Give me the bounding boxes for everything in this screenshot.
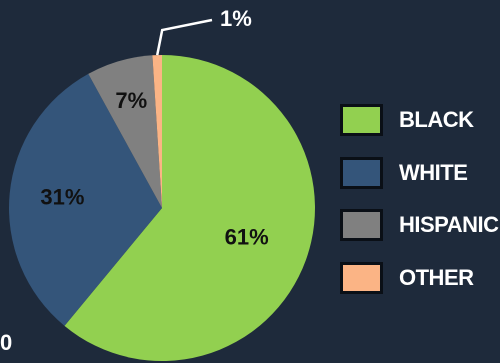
legend-label-other: OTHER (399, 264, 474, 290)
legend-item-black: BLACK (340, 102, 499, 138)
legend-swatch-white (340, 156, 383, 189)
legend-label-hispanic: HISPANIC (399, 212, 499, 237)
data-label-hispanic: 7% (115, 88, 147, 113)
data-label-white: 31% (40, 184, 84, 209)
pie-slice-other (152, 54, 162, 208)
legend-item-other: OTHER (340, 260, 499, 296)
cropped-edge-text: 0 (0, 330, 13, 355)
legend-swatch-black (340, 104, 383, 136)
legend-item-white: WHITE (340, 155, 499, 191)
legend-label-black: BLACK (399, 107, 474, 132)
legend-label-white: WHITE (399, 159, 468, 185)
data-label-other: 1% (220, 6, 252, 31)
pie-slice-hispanic (88, 55, 162, 208)
legend-item-hispanic: HISPANIC (340, 207, 499, 243)
pie-slice-white (8, 73, 162, 326)
legend-swatch-hispanic (340, 209, 383, 241)
pie-slice-black (64, 55, 315, 361)
data-label-black: 61% (225, 224, 269, 249)
callout-line-other (155, 18, 213, 56)
legend-swatch-other (340, 261, 383, 294)
legend: BLACK WHITE HISPANIC OTHER (340, 102, 499, 312)
